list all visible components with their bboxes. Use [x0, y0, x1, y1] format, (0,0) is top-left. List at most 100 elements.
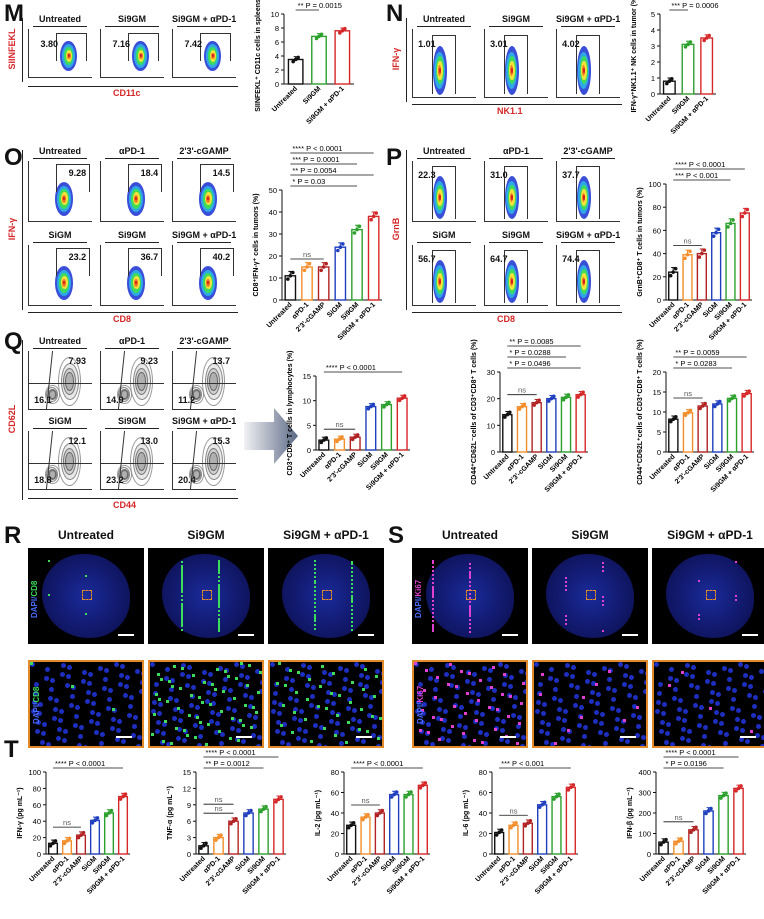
marker-signal	[351, 601, 353, 603]
micro-zoom-untreated: DAPI/CD8	[28, 660, 144, 748]
nucleus	[582, 734, 587, 739]
nucleus	[511, 713, 516, 718]
y-axis-title: IFN-γ (pg mL⁻¹)	[17, 787, 24, 838]
nucleus	[666, 722, 671, 727]
nucleus	[106, 706, 111, 711]
gate-percentage: 22.3	[418, 170, 436, 181]
data-point	[679, 837, 683, 841]
nucleus	[77, 743, 82, 746]
nucleus	[482, 666, 487, 671]
gate-line-h	[101, 383, 164, 385]
data-point	[673, 266, 678, 271]
marker-signal	[181, 585, 183, 587]
nucleus	[61, 663, 66, 668]
nucleus	[343, 677, 348, 682]
bar-chart-p: 0 20 40 60 80 100 GrnB⁺CD8⁺ T cells in tumors …	[626, 134, 764, 365]
gate-line-h	[173, 463, 236, 465]
nucleus	[135, 669, 140, 674]
flow-plot-title: αPD-1	[118, 146, 146, 156]
data-point	[95, 816, 100, 820]
scale-bar	[620, 736, 636, 738]
nucleus	[218, 666, 223, 671]
ns-label: ns	[518, 386, 526, 395]
nucleus	[249, 695, 254, 700]
micro-stain-label: DAPI/CD8	[32, 687, 41, 724]
nucleus	[505, 739, 510, 744]
nucleus	[239, 673, 244, 678]
nucleus	[165, 667, 170, 672]
nucleus	[661, 711, 666, 716]
data-point	[671, 270, 675, 274]
data-point	[79, 833, 83, 837]
significance-label: **** P < 0.0001	[666, 748, 716, 757]
density-contour	[49, 470, 56, 479]
marker-signal	[203, 681, 206, 684]
nucleus	[241, 739, 246, 744]
gate-percentage: 9.28	[68, 168, 87, 179]
marker-signal	[218, 598, 220, 600]
bar-si9gm	[311, 35, 327, 85]
data-point	[552, 394, 556, 399]
nucleus	[673, 687, 678, 692]
tissue-section	[282, 554, 370, 638]
nucleus	[306, 674, 311, 679]
marker-signal	[423, 689, 426, 692]
data-point	[691, 828, 696, 832]
marker-signal	[181, 567, 183, 569]
marker-signal	[192, 674, 195, 677]
bar-untreated	[287, 58, 304, 85]
marker-signal	[181, 569, 183, 571]
nucleus	[328, 672, 333, 677]
nucleus	[420, 720, 425, 725]
flow-title-underline	[33, 242, 87, 243]
nucleus	[474, 710, 479, 715]
panel-letter-n: N	[386, 0, 404, 27]
nucleus	[193, 723, 198, 728]
nucleus	[125, 675, 130, 680]
marker-signal	[623, 719, 626, 722]
nucleus	[681, 727, 686, 732]
nucleus	[373, 715, 378, 720]
marker-signal	[181, 587, 183, 589]
scale-bar	[740, 736, 756, 738]
nucleus	[683, 709, 688, 714]
micro-overview-untreated: DAPI/Ki67	[412, 548, 528, 644]
marker-signal	[289, 669, 292, 672]
nucleus	[685, 663, 690, 668]
nucleus	[340, 732, 345, 737]
panel-letter-m: M	[4, 0, 24, 27]
flow-plot-area: 56.7	[412, 245, 476, 306]
flow-plot-area: 64.7	[484, 245, 548, 306]
bar-si9gm	[725, 222, 736, 301]
nucleus	[540, 720, 545, 725]
data-point	[728, 221, 733, 226]
chart-svg: 0 1 2 3 4 5 IFN-γ⁺NK1.1⁺ NK cells in tumor (%)…	[631, 0, 719, 136]
marker-signal	[181, 625, 183, 627]
nucleus	[631, 713, 636, 718]
scale-bar	[742, 634, 758, 636]
marker-signal	[181, 629, 183, 631]
bar-pd-1	[360, 816, 371, 855]
data-point	[121, 794, 125, 799]
nucleus	[575, 685, 580, 690]
density-contour	[583, 279, 585, 284]
nucleus	[103, 677, 108, 682]
gate-box	[576, 34, 600, 95]
nucleus	[31, 709, 36, 714]
marker-signal	[181, 577, 183, 579]
nucleus	[35, 729, 40, 734]
nucleus	[520, 744, 525, 746]
density-contour	[511, 195, 513, 200]
marker-signal	[432, 570, 434, 572]
gate-box	[504, 34, 528, 95]
marker-signal	[314, 614, 316, 616]
marker-signal	[218, 600, 220, 602]
nucleus	[133, 715, 138, 720]
marker-signal	[469, 613, 471, 615]
flow-plot-untreated: Untreated 9.28	[28, 146, 92, 222]
nucleus	[589, 699, 594, 704]
marker-signal	[181, 565, 183, 567]
marker-signal	[112, 708, 115, 711]
data-point	[686, 411, 690, 415]
panel-letter-r: R	[4, 522, 22, 549]
